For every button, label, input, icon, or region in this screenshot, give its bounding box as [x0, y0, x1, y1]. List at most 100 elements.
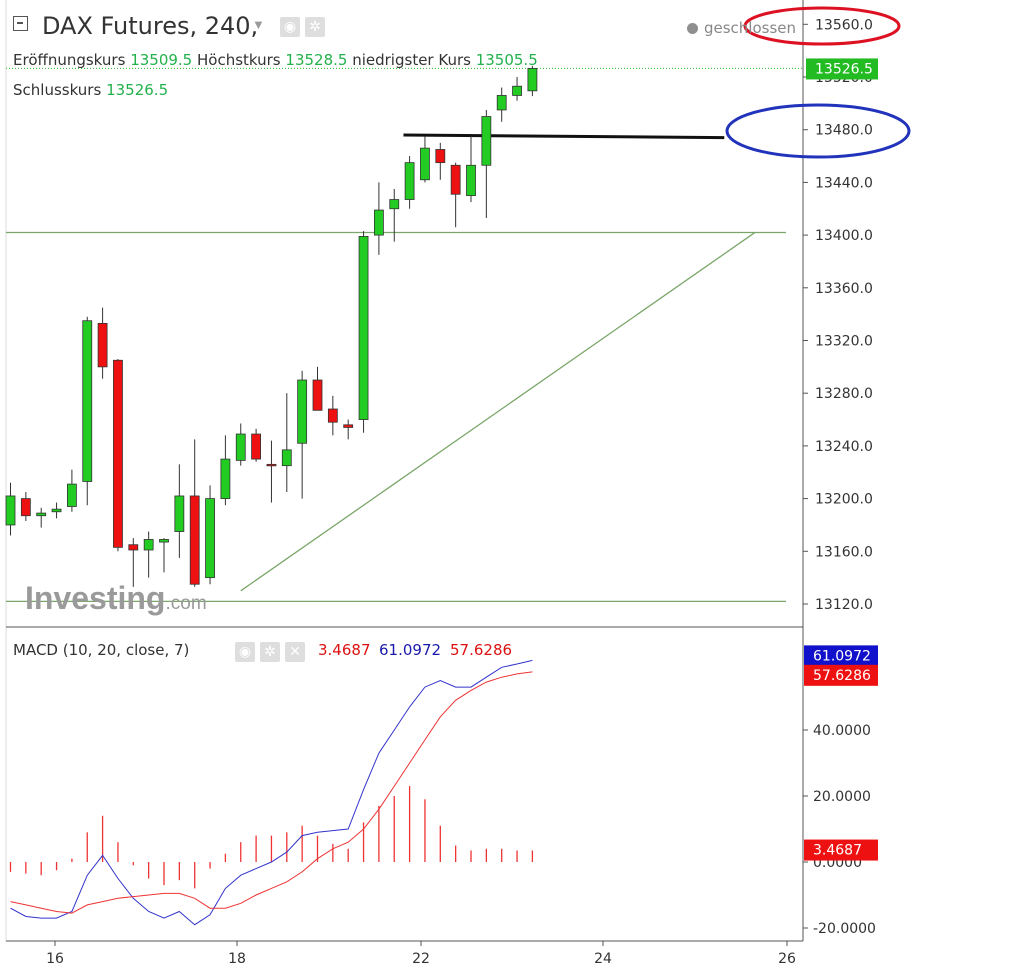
candle-up [5, 495, 16, 526]
candle-up [159, 539, 169, 543]
time-tick-label: 18 [228, 951, 246, 967]
candle-down [189, 495, 200, 585]
macd-close-icon[interactable]: ✕ [285, 642, 305, 662]
macd-value-badge-label: 3.4687 [813, 843, 862, 859]
macd-tick-label: -20.0000 [813, 921, 876, 937]
candle-up [143, 539, 154, 551]
candle-down [128, 544, 139, 551]
high-label: Höchstkurs [197, 51, 281, 69]
price-pane-frame [5, 0, 804, 942]
low-value: 13505.5 [475, 51, 538, 69]
candle-up [67, 483, 77, 507]
price-tick-label: 13160.0 [815, 544, 873, 560]
collapse-icon[interactable] [13, 16, 28, 31]
trend-lines[interactable] [240, 133, 756, 592]
candle-up [174, 495, 185, 532]
last-price-badge-label: 13526.5 [815, 61, 873, 77]
candle-up [36, 512, 47, 517]
candle-down [97, 322, 108, 368]
red-annotation-ellipse [743, 6, 901, 46]
time-tick-label: 26 [778, 951, 796, 967]
low-label: niedrigster Kurs [352, 51, 471, 69]
candle-down [327, 408, 338, 423]
close-value: 13526.5 [106, 81, 169, 99]
macd-axis[interactable]: 40.000020.00000.0000-20.000061.097257.62… [803, 645, 878, 937]
last-price-badge [806, 58, 878, 80]
candles [5, 65, 538, 587]
candle-up [481, 116, 492, 166]
macd-eye-icon[interactable]: ◉ [235, 642, 255, 662]
gear-icon[interactable]: ✲ [305, 17, 325, 37]
macd-label: MACD (10, 20, close, 7) [13, 641, 190, 659]
time-tick-label: 24 [594, 951, 612, 967]
investing-logo: Investing.com [25, 580, 207, 617]
macd-line [10, 659, 533, 926]
candle-down [450, 164, 461, 195]
candle-down [343, 424, 354, 428]
macd-gear-icon[interactable]: ✲ [260, 642, 280, 662]
chart-title: DAX Futures, 240, [42, 12, 259, 40]
candle-down [20, 498, 31, 517]
horizontal-lines[interactable] [6, 67, 803, 602]
macd-value-badge-label: 57.6286 [813, 668, 871, 684]
open-label: Eröffnungskurs [13, 51, 126, 69]
logo-brand: Investing [25, 580, 166, 616]
open-value: 13509.5 [130, 51, 193, 69]
macd-value-badge [804, 645, 878, 667]
price-tick-label: 13200.0 [815, 492, 873, 508]
candle-down [251, 433, 262, 460]
candle-down [113, 359, 123, 548]
close-legend: Schlusskurs 13526.5 [13, 81, 168, 99]
market-status: geschlossen [686, 19, 796, 37]
macd-tick-label: 40.0000 [813, 723, 871, 739]
price-tick-label: 13560.0 [815, 17, 873, 33]
candle-up [205, 498, 215, 579]
status-text: geschlossen [703, 19, 796, 37]
candle-down [266, 463, 277, 467]
price-tick-label: 13240.0 [815, 439, 873, 455]
time-axis[interactable]: 16 18 22 24 26 [46, 941, 796, 967]
price-tick-label: 13440.0 [815, 175, 873, 191]
trend-line-2 [403, 133, 725, 140]
high-value: 13528.5 [285, 51, 348, 69]
status-dot-icon [686, 23, 698, 34]
macd-line-value: 61.0972 [379, 641, 442, 659]
trend-line-1 [240, 231, 756, 592]
candle-up [512, 85, 522, 96]
candle-up [235, 433, 246, 461]
price-tick-label: 13400.0 [815, 228, 873, 244]
close-label: Schlusskurs [13, 81, 102, 99]
candle-up [82, 320, 93, 482]
macd-tick-label: 20.0000 [813, 789, 871, 805]
time-tick-label: 16 [46, 951, 64, 967]
chevron-down-icon[interactable]: ▼ [252, 17, 265, 32]
price-tick-label: 13360.0 [815, 281, 873, 297]
macd-lines [10, 659, 533, 926]
price-tick-label: 13320.0 [815, 334, 873, 350]
macd-histogram-value: 3.4687 [318, 641, 371, 659]
signal-line [10, 671, 533, 914]
candle-up [281, 449, 292, 467]
candle-up [420, 147, 430, 181]
macd-value-badge [804, 839, 878, 861]
candle-up [527, 68, 538, 92]
candle-up [373, 209, 384, 236]
candle-down [435, 149, 446, 164]
candle-down [312, 379, 323, 411]
candle-up [297, 379, 308, 444]
macd-signal-value: 57.6286 [450, 641, 513, 659]
eye-icon[interactable]: ◉ [280, 17, 300, 37]
price-tick-label: 13120.0 [815, 597, 873, 613]
candle-up [220, 458, 231, 500]
price-axis[interactable]: 13560.013520.013480.013440.013400.013360… [803, 17, 878, 613]
candle-up [466, 164, 476, 196]
annotations [725, 6, 911, 159]
time-tick-label: 22 [412, 951, 430, 967]
price-tick-label: 13480.0 [815, 123, 873, 139]
candle-up [404, 162, 415, 200]
candle-up [51, 508, 62, 513]
price-tick-label: 13280.0 [815, 386, 873, 402]
macd-value-badge-label: 61.0972 [813, 648, 871, 664]
candle-up [358, 236, 369, 420]
